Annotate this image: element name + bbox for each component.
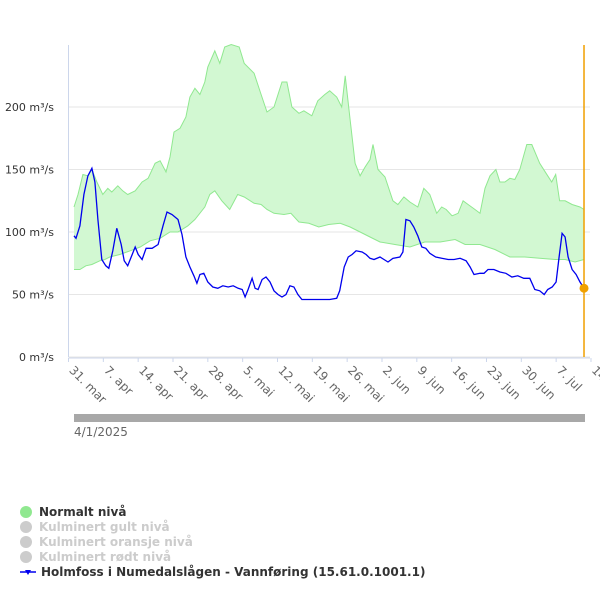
x-tick-label: 14. apr (136, 363, 176, 403)
legend-item-discharge[interactable]: Holmfoss i Numedalslågen - Vannføring (1… (20, 564, 425, 579)
x-tick-label: 9. jun (415, 363, 449, 397)
discharge-series-line[interactable] (73, 166, 585, 301)
x-tick-label: 16. jun (450, 363, 489, 402)
x-tick-label: 31. mar (66, 363, 109, 406)
normal-level-band-lower-edge (74, 190, 585, 270)
x-tick-label: 28. apr (206, 363, 246, 403)
y-tick-label: 50 m³/s (12, 289, 54, 302)
y-axis-labels: 0 m³/s 50 m³/s 100 m³/s 150 m³/s 200 m³/s (5, 101, 54, 364)
y-tick-label: 100 m³/s (5, 226, 54, 239)
legend-dot-icon (20, 505, 32, 518)
x-tick-label: 5. mai (241, 363, 278, 400)
normal-level-band (74, 44, 584, 270)
legend-item-yellow[interactable]: Kulminert gult nivå (20, 519, 425, 534)
line-triangle-marker-icon (20, 569, 36, 575)
range-start-date: 4/1/2025 (74, 425, 128, 439)
legend-item-normal[interactable]: Normalt nivå (20, 504, 425, 519)
legend-dot-icon (20, 535, 32, 548)
legend: Normalt nivå Kulminert gult nivå Kulmine… (20, 504, 425, 579)
current-value-marker[interactable] (579, 283, 589, 293)
x-tick-label: 14. jul (589, 363, 600, 399)
x-tick-label: 12. mai (275, 363, 317, 405)
y-tick-label: 0 m³/s (19, 351, 54, 364)
x-tick-label: 30. jun (519, 363, 558, 402)
x-tick-label: 23. jun (484, 363, 523, 402)
legend-dot-icon (20, 520, 32, 533)
legend-item-red[interactable]: Kulminert rødt nivå (20, 549, 425, 564)
legend-item-orange[interactable]: Kulminert oransje nivå (20, 534, 425, 549)
x-tick-label: 19. mai (310, 363, 352, 405)
x-tick-label: 7. jul (554, 363, 585, 394)
y-tick-label: 200 m³/s (5, 101, 54, 114)
hydrograph-chart: 0 m³/s 50 m³/s 100 m³/s 150 m³/s 200 m³/s 31… (5, 43, 600, 439)
normal-level-band-upper-edge (73, 43, 585, 217)
x-tick-label: 21. apr (171, 363, 211, 403)
navigator-scrollbar[interactable] (74, 414, 585, 422)
y-tick-label: 150 m³/s (5, 164, 54, 177)
x-tick-label: 26. mai (345, 363, 387, 405)
legend-dot-icon (20, 550, 32, 563)
